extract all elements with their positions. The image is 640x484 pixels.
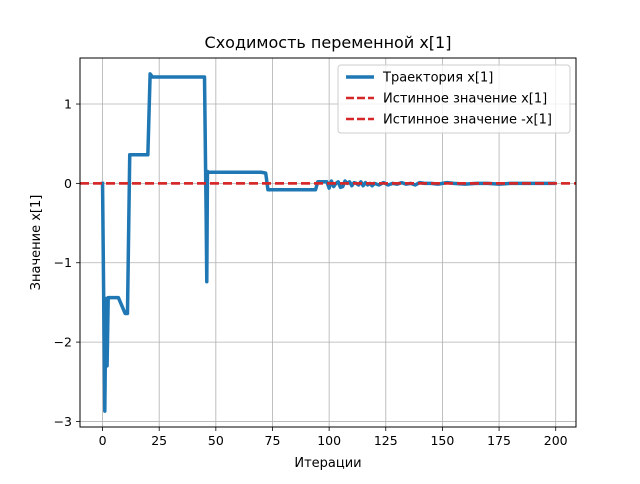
legend-label: Истинное значение x[1] — [383, 92, 547, 107]
y-tick-label: 0 — [64, 176, 72, 191]
y-tick-label: −3 — [54, 414, 72, 429]
y-tick-label: −1 — [54, 255, 72, 270]
legend-label: Траектория x[1] — [382, 71, 493, 86]
x-tick-label: 150 — [430, 433, 454, 448]
legend-box — [337, 64, 571, 134]
chart-title: Сходимость переменной x[1] — [205, 33, 452, 52]
x-tick-label: 0 — [99, 433, 107, 448]
x-axis-label: Итерации — [294, 456, 361, 471]
x-tick-label: 50 — [208, 433, 224, 448]
x-tick-label: 100 — [317, 433, 341, 448]
data-layer — [80, 72, 576, 413]
ticks-layer: 0 25 50 75 100 125 150 175 200 −3 −2 −1 0 1 — [54, 97, 568, 448]
y-axis-label: Значение x[1] — [29, 195, 44, 291]
x-tick-label: 125 — [374, 433, 398, 448]
x-tick-label: 200 — [544, 433, 568, 448]
x-tick-label: 75 — [265, 433, 281, 448]
y-tick-label: −2 — [54, 335, 72, 350]
y-tick-label: 1 — [64, 97, 72, 112]
legend-label: Истинное значение -x[1] — [383, 113, 552, 128]
legend: Траектория x[1] Истинное значение x[1] Ист… — [337, 64, 571, 134]
x-tick-label: 25 — [151, 433, 167, 448]
x-tick-label: 175 — [487, 433, 511, 448]
axes-frame — [79, 57, 577, 428]
